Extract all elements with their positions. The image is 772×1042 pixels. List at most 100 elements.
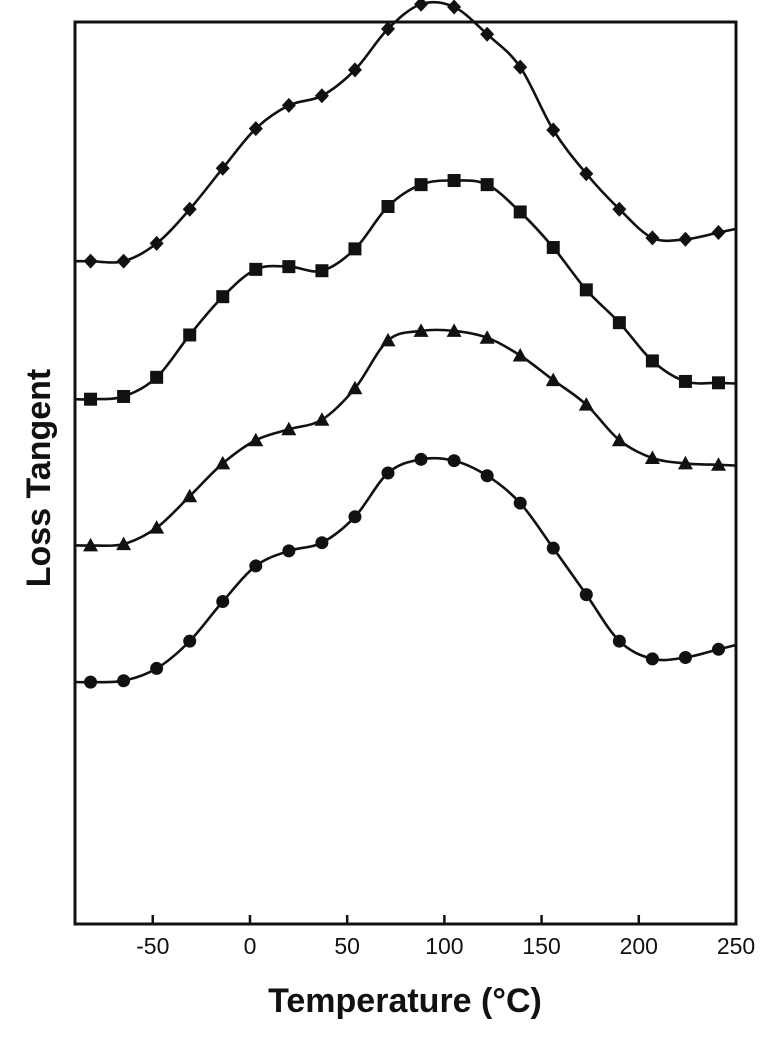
data-point-diamond (513, 59, 528, 75)
data-point-square (612, 316, 626, 330)
series-line (75, 456, 736, 684)
series-layer (75, 0, 736, 689)
data-point-triangle (545, 372, 561, 387)
data-point-circle (84, 675, 98, 689)
data-point-triangle (347, 380, 363, 395)
data-point-diamond (116, 253, 131, 269)
data-point-diamond (215, 160, 230, 176)
x-axis-title: Temperature (°C) (268, 982, 542, 1020)
data-point-triangle (380, 332, 396, 347)
series-line (75, 179, 736, 401)
data-point-circle (447, 454, 461, 468)
data-point-square (480, 178, 494, 192)
plot-frame (73, 20, 738, 926)
data-point-square (712, 376, 726, 390)
data-point-diamond (347, 62, 362, 78)
data-point-triangle (644, 450, 660, 464)
series-circle (75, 452, 736, 689)
data-point-square (579, 283, 593, 297)
data-point-circle (348, 510, 362, 524)
data-point-diamond (546, 122, 561, 138)
data-point-square (183, 328, 197, 342)
data-point-triangle (512, 347, 528, 362)
data-point-diamond (447, 0, 462, 15)
data-point-square (216, 290, 230, 304)
data-point-circle (381, 466, 395, 480)
data-point-circle (645, 652, 659, 666)
data-point-square (348, 242, 362, 256)
data-point-triangle (182, 488, 198, 503)
data-point-diamond (281, 97, 296, 113)
data-point-diamond (182, 201, 197, 217)
data-point-square (84, 392, 98, 406)
data-point-square (249, 262, 263, 276)
series-diamond (76, 0, 736, 269)
x-tick-label: 250 (717, 933, 755, 959)
data-point-circle (678, 651, 692, 664)
data-point-square (117, 389, 131, 403)
data-point-diamond (612, 201, 627, 217)
data-point-circle (480, 469, 494, 483)
data-point-diamond (149, 235, 164, 251)
data-point-triangle (446, 323, 462, 337)
data-point-diamond (83, 253, 98, 269)
data-point-diamond (314, 88, 329, 104)
data-point-circle (117, 674, 131, 688)
x-tick-label: -50 (136, 933, 169, 959)
series-line (75, 328, 736, 548)
data-point-triangle (711, 457, 727, 471)
data-point-diamond (248, 121, 263, 137)
data-point-square (447, 174, 461, 188)
data-point-circle (712, 642, 726, 656)
x-axis-ticks: -50 0 50 100 150 200 250 (136, 915, 755, 959)
data-point-circle (414, 452, 428, 466)
x-tick-label: 50 (334, 933, 360, 959)
data-point-diamond (678, 231, 693, 247)
data-point-triangle (116, 536, 132, 551)
data-point-circle (150, 661, 164, 675)
data-point-triangle (215, 455, 231, 470)
data-point-circle (546, 541, 560, 555)
data-point-square (150, 370, 164, 384)
data-point-diamond (480, 26, 495, 42)
data-point-circle (579, 588, 593, 602)
data-point-square (678, 374, 692, 388)
data-point-square (315, 264, 329, 278)
data-point-triangle (611, 432, 627, 447)
data-point-square (414, 178, 428, 192)
data-point-square (546, 241, 560, 254)
x-tick-label: 150 (522, 933, 560, 959)
data-point-circle (513, 496, 527, 510)
data-point-triangle (413, 323, 429, 337)
data-point-triangle (314, 412, 330, 426)
data-point-triangle (248, 432, 264, 447)
data-point-triangle (677, 455, 693, 470)
series-triangle (75, 323, 736, 552)
data-point-diamond (711, 224, 726, 240)
x-tick-label: 100 (425, 933, 463, 959)
data-point-square (645, 354, 659, 368)
data-point-circle (183, 634, 197, 648)
data-point-triangle (578, 397, 594, 411)
data-point-diamond (381, 21, 396, 37)
x-tick-label: 200 (620, 933, 658, 959)
data-point-square (381, 200, 395, 213)
data-point-square (282, 260, 296, 274)
data-point-circle (249, 559, 263, 573)
x-tick-label: 0 (244, 933, 257, 959)
data-point-circle (282, 544, 296, 558)
data-point-diamond (579, 166, 594, 182)
data-point-diamond (645, 230, 660, 246)
series-square (75, 174, 736, 406)
data-point-triangle (281, 421, 297, 436)
data-point-circle (612, 634, 626, 648)
data-point-circle (315, 536, 329, 550)
series-line (76, 0, 736, 264)
data-point-triangle (479, 330, 495, 344)
data-point-square (513, 205, 527, 219)
data-point-diamond (414, 0, 429, 12)
data-point-circle (216, 594, 230, 608)
data-point-triangle (149, 520, 165, 534)
data-point-triangle (83, 537, 99, 552)
